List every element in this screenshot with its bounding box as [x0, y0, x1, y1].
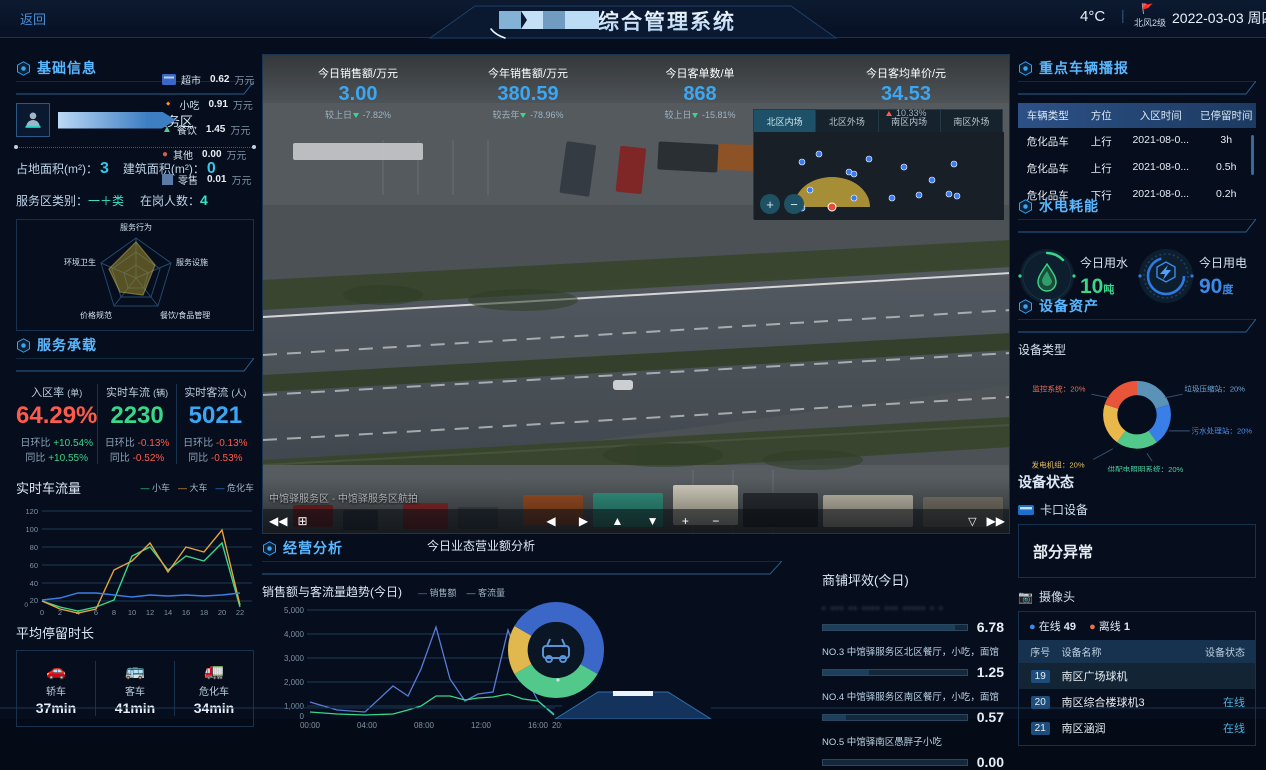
svg-text:垃圾压缩站：20%: 垃圾压缩站：20% [1184, 384, 1245, 394]
svg-text:14: 14 [164, 608, 172, 617]
svg-text:3,000: 3,000 [284, 654, 305, 663]
svg-text:5,000: 5,000 [284, 606, 305, 615]
svg-text:100: 100 [25, 525, 38, 534]
svg-text:16: 16 [182, 608, 190, 617]
svg-text:60: 60 [30, 561, 38, 570]
svg-text:16:00: 16:00 [528, 721, 549, 730]
svg-text:18: 18 [200, 608, 208, 617]
svg-text:08:00: 08:00 [414, 721, 435, 730]
svg-text:价格规范: 价格规范 [80, 310, 112, 320]
svg-text:40: 40 [30, 579, 38, 588]
svg-text:发电机组：20%: 发电机组：20% [1032, 460, 1085, 470]
svg-text:0: 0 [40, 608, 44, 617]
svg-text:餐饮/食品管理: 餐饮/食品管理 [160, 310, 210, 320]
svg-text:4,000: 4,000 [284, 630, 305, 639]
svg-text:20:00: 20:00 [552, 721, 562, 730]
svg-text:20: 20 [218, 608, 226, 617]
svg-text:8: 8 [112, 608, 116, 617]
svg-text:0: 0 [24, 602, 28, 609]
svg-text:服务设施: 服务设施 [176, 257, 208, 267]
svg-text:120: 120 [25, 507, 38, 516]
svg-text:供配电照明系统：20%: 供配电照明系统：20% [1108, 464, 1184, 472]
svg-text:20: 20 [30, 596, 38, 605]
svg-text:服务行为: 服务行为 [120, 222, 152, 232]
svg-text:10: 10 [128, 608, 136, 617]
svg-text:监控系统：20%: 监控系统：20% [1032, 384, 1085, 394]
svg-text:污水处理站：20%: 污水处理站：20% [1192, 426, 1253, 436]
svg-text:环境卫生: 环境卫生 [64, 257, 96, 267]
svg-text:04:00: 04:00 [357, 721, 378, 730]
svg-text:22: 22 [236, 608, 244, 617]
svg-text:00:00: 00:00 [300, 721, 321, 730]
svg-text:12: 12 [146, 608, 154, 617]
svg-text:12:00: 12:00 [471, 721, 492, 730]
svg-text:2,000: 2,000 [284, 678, 305, 687]
svg-text:80: 80 [30, 543, 38, 552]
